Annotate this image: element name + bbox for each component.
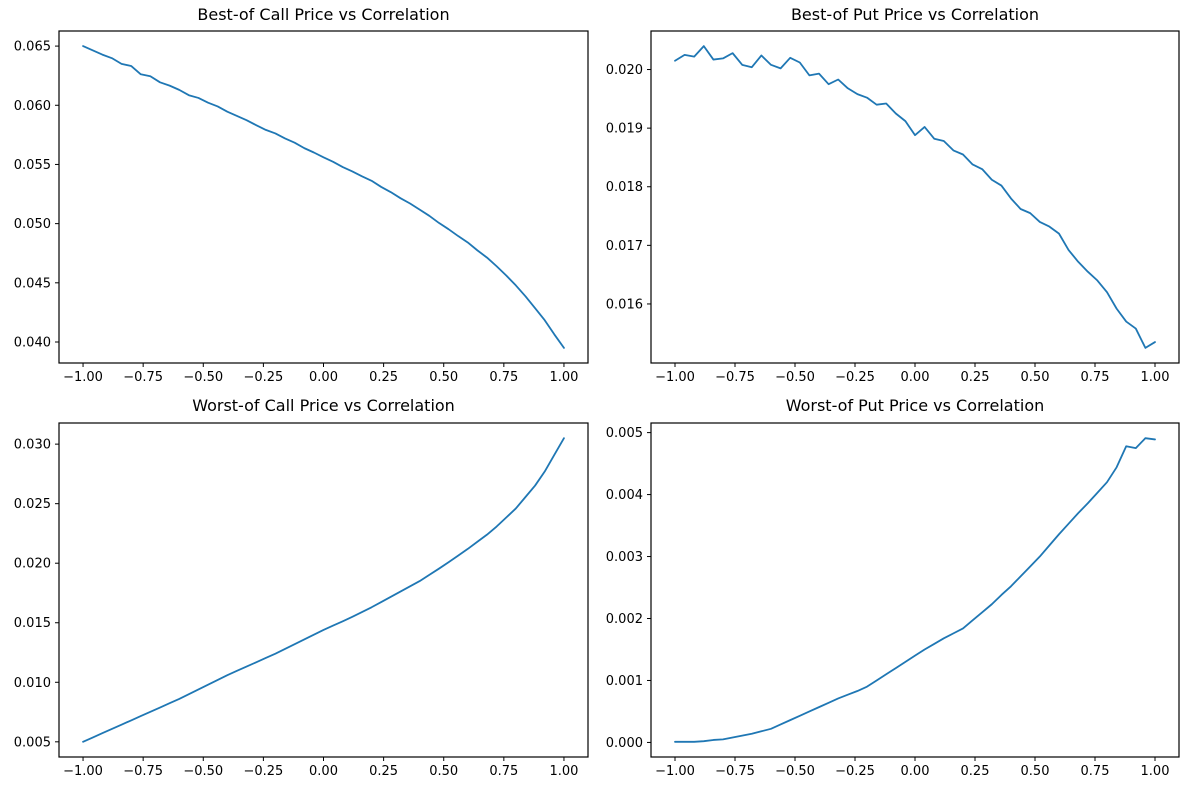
- x-tick-label-worst-of-put: 0.00: [901, 764, 930, 779]
- x-tick-label-worst-of-call: 0.50: [429, 764, 458, 779]
- subplot-title-best-of-put: Best-of Put Price vs Correlation: [790, 5, 1040, 24]
- y-tick-label-worst-of-call: 0.015: [14, 616, 51, 631]
- y-tick-label-worst-of-put: 0.000: [606, 736, 643, 751]
- x-tick-label-best-of-put: 0.50: [1021, 370, 1050, 385]
- axes-frame-worst-of-call: [58, 422, 589, 758]
- x-tick-label-best-of-put: −0.25: [835, 370, 875, 385]
- y-tick-label-best-of-put: 0.020: [606, 63, 643, 78]
- x-tick-label-best-of-call: 0.00: [309, 370, 338, 385]
- price-line-best-of-put: [674, 45, 1156, 349]
- y-tick-label-worst-of-call: 0.030: [14, 438, 51, 453]
- x-tick-label-best-of-call: −0.75: [123, 370, 163, 385]
- x-tick-label-worst-of-put: 0.50: [1021, 764, 1050, 779]
- y-tick-label-worst-of-call: 0.010: [14, 676, 51, 691]
- x-tick-label-best-of-call: −0.25: [243, 370, 283, 385]
- x-tick-label-worst-of-call: 0.00: [309, 764, 338, 779]
- y-tick-label-best-of-call: 0.040: [14, 335, 51, 350]
- x-tick-label-best-of-put: 0.25: [961, 370, 990, 385]
- x-tick-label-best-of-call: −1.00: [63, 370, 103, 385]
- y-tick-label-best-of-put: 0.018: [606, 180, 643, 195]
- y-tick-label-worst-of-put: 0.003: [606, 550, 643, 565]
- x-tick-label-best-of-put: 0.00: [901, 370, 930, 385]
- x-tick-label-worst-of-call: 1.00: [549, 764, 578, 779]
- y-tick-label-worst-of-call: 0.020: [14, 557, 51, 572]
- y-tick-label-worst-of-put: 0.002: [606, 612, 643, 627]
- y-tick-label-best-of-call: 0.045: [14, 276, 51, 291]
- subplot-title-worst-of-put: Worst-of Put Price vs Correlation: [785, 396, 1045, 415]
- axes-frame-best-of-call: [58, 30, 589, 364]
- x-tick-label-worst-of-put: −0.25: [835, 764, 875, 779]
- y-tick-label-worst-of-put: 0.005: [606, 426, 643, 441]
- x-tick-label-worst-of-call: 0.75: [489, 764, 518, 779]
- y-tick-label-worst-of-put: 0.001: [606, 674, 643, 689]
- subplot-title-worst-of-call: Worst-of Call Price vs Correlation: [192, 396, 455, 415]
- price-line-worst-of-call: [82, 437, 565, 743]
- axes-frame-best-of-put: [650, 30, 1180, 364]
- x-tick-label-worst-of-call: −1.00: [63, 764, 103, 779]
- x-tick-label-best-of-put: 1.00: [1141, 370, 1170, 385]
- y-tick-label-worst-of-put: 0.004: [606, 488, 643, 503]
- x-tick-label-best-of-call: 0.25: [369, 370, 398, 385]
- axes-frame-worst-of-put: [650, 422, 1180, 758]
- y-tick-label-best-of-call: 0.060: [14, 99, 51, 114]
- subplot-title-best-of-call: Best-of Call Price vs Correlation: [197, 5, 450, 24]
- x-tick-label-best-of-put: 0.75: [1081, 370, 1110, 385]
- price-line-worst-of-put: [674, 437, 1156, 743]
- y-tick-label-worst-of-call: 0.005: [14, 735, 51, 750]
- x-tick-label-worst-of-put: 0.75: [1081, 764, 1110, 779]
- x-tick-label-worst-of-call: −0.50: [183, 764, 223, 779]
- price-line-best-of-call: [82, 45, 565, 349]
- x-tick-label-best-of-call: −0.50: [183, 370, 223, 385]
- x-tick-label-best-of-call: 0.50: [429, 370, 458, 385]
- x-tick-label-worst-of-put: 1.00: [1141, 764, 1170, 779]
- y-tick-label-best-of-put: 0.016: [606, 297, 643, 312]
- x-tick-label-best-of-call: 0.75: [489, 370, 518, 385]
- x-tick-label-worst-of-put: −0.75: [715, 764, 755, 779]
- y-tick-label-best-of-call: 0.050: [14, 217, 51, 232]
- x-tick-label-worst-of-call: −0.75: [123, 764, 163, 779]
- x-tick-label-worst-of-call: 0.25: [369, 764, 398, 779]
- x-tick-label-worst-of-call: −0.25: [243, 764, 283, 779]
- y-tick-label-best-of-call: 0.065: [14, 40, 51, 55]
- x-tick-label-worst-of-put: 0.25: [961, 764, 990, 779]
- y-tick-label-best-of-put: 0.019: [606, 122, 643, 137]
- x-tick-label-best-of-put: −1.00: [655, 370, 695, 385]
- x-tick-label-best-of-put: −0.50: [775, 370, 815, 385]
- y-tick-label-best-of-put: 0.017: [606, 239, 643, 254]
- y-tick-label-best-of-call: 0.055: [14, 158, 51, 173]
- x-tick-label-best-of-put: −0.75: [715, 370, 755, 385]
- x-tick-label-best-of-call: 1.00: [549, 370, 578, 385]
- x-tick-label-worst-of-put: −0.50: [775, 764, 815, 779]
- x-tick-label-worst-of-put: −1.00: [655, 764, 695, 779]
- y-tick-label-worst-of-call: 0.025: [14, 497, 51, 512]
